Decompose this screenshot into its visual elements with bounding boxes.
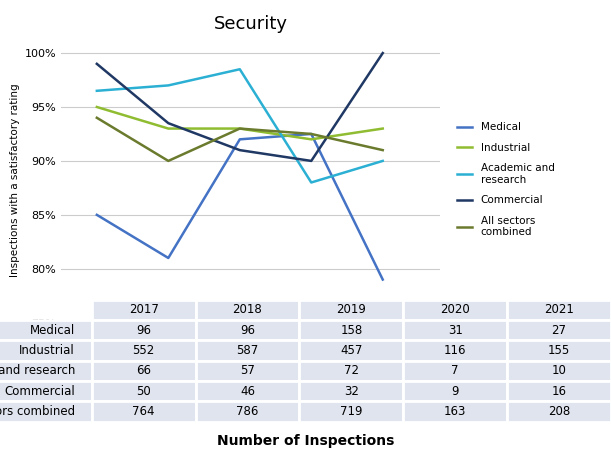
Y-axis label: Inspections with a satisfactory rating: Inspections with a satisfactory rating [10,83,20,277]
Title: Security: Security [213,15,288,33]
Text: Number of Inspections: Number of Inspections [217,434,394,449]
Legend: Medical, Industrial, Academic and
research, Commercial, All sectors
combined: Medical, Industrial, Academic and resear… [453,118,559,242]
